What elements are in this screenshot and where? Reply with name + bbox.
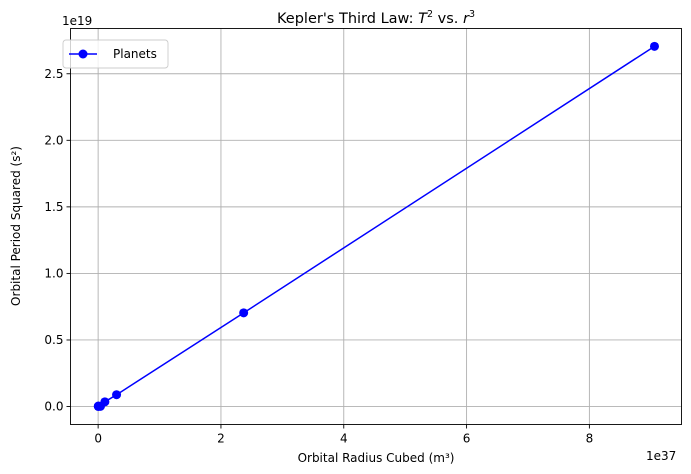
y-tick-label: 0.0 [44, 400, 63, 414]
ticks: 0 2 4 6 8 0.0 0.5 1.0 1.5 2.0 2.5 [44, 67, 593, 446]
x-axis-label: Orbital Radius Cubed (m³) [298, 451, 455, 465]
x-tick-label: 2 [217, 432, 225, 446]
x-tick-label: 6 [463, 432, 471, 446]
y-tick-label: 1.0 [44, 267, 63, 281]
x-offset-label: 1e37 [646, 449, 676, 463]
data-point [112, 390, 122, 400]
x-tick-label: 0 [94, 432, 102, 446]
chart-title: Kepler's Third Law: T2 vs. r3 [277, 9, 475, 27]
legend-label-planets: Planets [113, 47, 157, 61]
legend: Planets [62, 39, 169, 69]
y-tick-label: 0.5 [44, 333, 63, 347]
y-axis-label: Orbital Period Squared (s²) [9, 146, 23, 306]
y-tick-label: 2.5 [44, 67, 63, 81]
data-point [93, 401, 103, 411]
y-tick-label: 1.5 [44, 200, 63, 214]
series-layer [93, 41, 659, 411]
y-tick-label: 2.0 [44, 134, 63, 148]
grid [70, 28, 682, 425]
legend-box [62, 39, 169, 69]
data-point [649, 41, 659, 51]
plot-frame [70, 28, 682, 425]
x-tick-label: 4 [340, 432, 348, 446]
y-offset-label: 1e19 [62, 14, 92, 28]
legend-marker [78, 49, 88, 59]
x-tick-label: 8 [586, 432, 594, 446]
data-point [239, 308, 249, 318]
data-point [100, 397, 110, 407]
